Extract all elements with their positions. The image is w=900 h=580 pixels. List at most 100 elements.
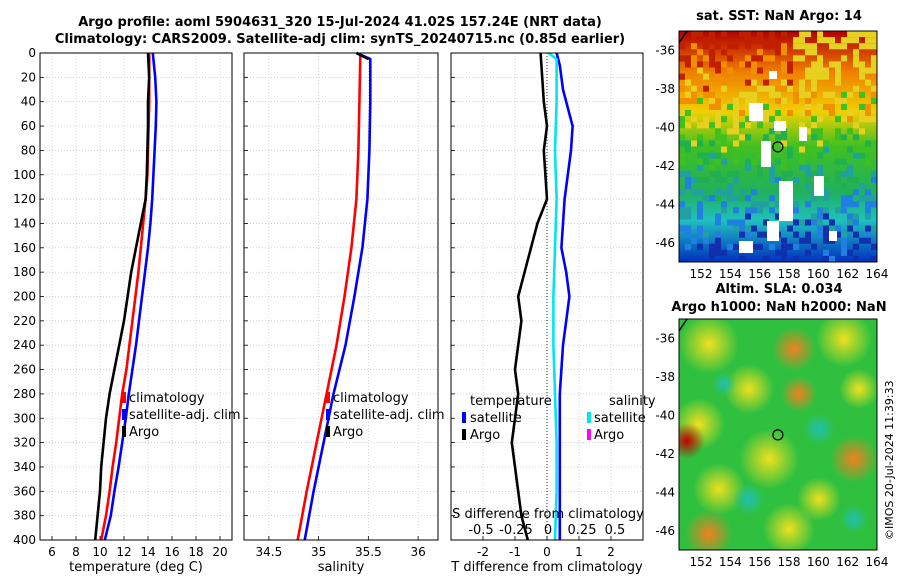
sst-pixel xyxy=(805,201,812,208)
sst-pixel xyxy=(793,231,800,238)
sst-pixel xyxy=(817,55,824,62)
sst-pixel xyxy=(709,103,716,111)
sst-pixel xyxy=(751,189,758,196)
sst-pixel xyxy=(685,140,692,147)
x-tick-label: 35 xyxy=(311,545,326,559)
sst-pixel xyxy=(841,243,848,250)
sst-pixel xyxy=(841,237,848,244)
sst-pixel xyxy=(709,55,716,62)
sst-pixel xyxy=(781,249,788,256)
sst-pixel xyxy=(787,79,794,86)
sst-map-title: sat. SST: NaN Argo: 14 xyxy=(696,9,862,24)
sst-pixel xyxy=(811,91,818,98)
sst-pixel xyxy=(841,207,848,214)
sst-pixel xyxy=(739,255,746,262)
sst-pixel xyxy=(865,207,872,214)
sst-pixel xyxy=(697,243,704,250)
sst-pixel xyxy=(691,31,698,38)
sst-pixel xyxy=(769,55,776,62)
sst-pixel xyxy=(721,158,728,165)
sst-pixel xyxy=(865,103,872,111)
sst-pixel xyxy=(811,128,818,135)
sst-pixel xyxy=(841,91,848,98)
sst-pixel xyxy=(679,43,686,50)
sst-pixel xyxy=(739,189,746,196)
sst-pixel xyxy=(781,237,788,244)
sst-pixel xyxy=(685,213,692,220)
sst-pixel xyxy=(817,152,824,159)
coastline xyxy=(679,31,688,44)
sst-pixel xyxy=(865,43,872,50)
sst-pixel xyxy=(859,110,866,117)
sst-pixel xyxy=(679,85,686,92)
figure-title-line2: Climatology: CARS2009. Satellite-adj cli… xyxy=(54,32,626,47)
sst-pixel xyxy=(841,170,848,177)
sst-pixel xyxy=(847,201,854,208)
sst-pixel xyxy=(823,189,830,196)
sst-pixel xyxy=(733,195,740,202)
sst-pixel xyxy=(811,67,818,74)
secondary-tick-label: 0.25 xyxy=(568,523,597,538)
sst-pixel xyxy=(739,231,746,238)
sst-pixel xyxy=(853,152,860,159)
sst-pixel xyxy=(859,103,866,111)
sst-pixel xyxy=(853,231,860,238)
sst-pixel xyxy=(763,55,770,62)
map-x-tick-label: 152 xyxy=(690,267,713,281)
sst-pixel xyxy=(751,225,758,232)
sst-pixel xyxy=(865,116,872,123)
sst-pixel xyxy=(691,189,698,196)
sst-pixel xyxy=(871,37,877,44)
sst-pixel xyxy=(769,91,776,98)
sst-pixel xyxy=(805,43,812,50)
x-tick-label: -1 xyxy=(509,545,521,559)
sst-pixel xyxy=(733,207,740,214)
map-x-tick-label: 152 xyxy=(690,555,713,569)
sst-pixel xyxy=(751,67,758,74)
sst-pixel xyxy=(871,43,877,50)
sst-pixel xyxy=(835,116,842,123)
legend-header: salinity xyxy=(609,394,656,409)
sst-pixel xyxy=(853,213,860,220)
sst-pixel xyxy=(811,170,818,177)
sst-pixel xyxy=(763,219,770,226)
sst-pixel xyxy=(709,152,716,159)
sst-pixel xyxy=(811,61,818,68)
sst-pixel xyxy=(817,134,824,141)
sst-pixel xyxy=(781,49,788,56)
sst-pixel xyxy=(865,67,872,74)
legend-swatch xyxy=(462,412,466,423)
sst-pixel xyxy=(685,55,692,62)
sst-pixel xyxy=(853,37,860,44)
sst-pixel xyxy=(679,207,686,214)
sst-pixel xyxy=(721,140,728,147)
sst-pixel xyxy=(781,176,788,184)
sst-pixel xyxy=(847,31,854,38)
sst-cloud-gap xyxy=(769,71,777,79)
sst-pixel xyxy=(715,231,722,238)
sst-pixel xyxy=(769,176,776,184)
secondary-tick-label: 0 xyxy=(544,523,552,538)
sst-pixel xyxy=(835,170,842,177)
sst-pixel xyxy=(739,195,746,202)
map-x-tick-label: 154 xyxy=(719,555,742,569)
sst-pixel xyxy=(817,103,824,111)
sst-pixel xyxy=(703,158,710,165)
sst-pixel xyxy=(799,158,806,165)
sst-pixel xyxy=(721,103,728,111)
sst-pixel xyxy=(745,43,752,50)
sst-pixel xyxy=(721,176,728,184)
sst-pixel xyxy=(721,207,728,214)
sst-pixel xyxy=(757,243,764,250)
y-tick-label: 360 xyxy=(13,484,36,498)
sst-pixel xyxy=(703,116,710,123)
sst-pixel xyxy=(871,201,877,208)
series-line-argo xyxy=(93,52,151,541)
y-tick-label: 340 xyxy=(13,460,36,474)
sst-pixel xyxy=(823,231,830,238)
sst-cloud-gap xyxy=(761,141,771,167)
sst-pixel xyxy=(811,152,818,159)
sst-pixel xyxy=(733,110,740,117)
sst-pixel xyxy=(787,225,794,232)
sst-pixel xyxy=(715,158,722,165)
